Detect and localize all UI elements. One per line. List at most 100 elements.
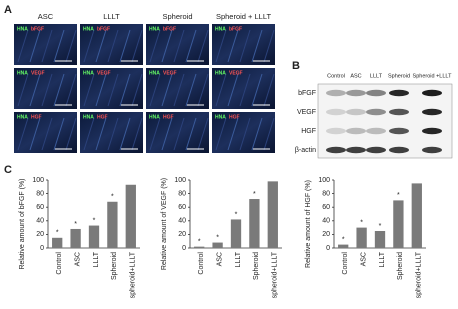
x-tick-label: Spheroid bbox=[111, 252, 118, 280]
panel-label: A bbox=[4, 4, 12, 16]
micrograph bbox=[212, 68, 275, 109]
blot-band bbox=[366, 89, 386, 97]
x-tick-label: ASC bbox=[216, 252, 223, 266]
micrograph bbox=[80, 68, 143, 109]
x-tick-label: LLLT bbox=[235, 251, 242, 267]
stain-label: HNA bbox=[215, 114, 226, 120]
blot-row-label: HGF bbox=[301, 128, 316, 135]
blot-band bbox=[366, 127, 386, 135]
stain-label: HNA bbox=[149, 70, 160, 76]
tissue-fiber bbox=[95, 73, 107, 107]
tissue-fiber bbox=[263, 117, 275, 151]
micrograph bbox=[146, 112, 209, 153]
tissue-fiber bbox=[119, 29, 131, 63]
y-tick-label: 20 bbox=[322, 231, 330, 238]
tissue-fiber bbox=[173, 29, 185, 63]
marker-label: bFGF bbox=[31, 26, 44, 32]
y-tick-label: 20 bbox=[178, 231, 186, 238]
blot-band bbox=[346, 89, 366, 97]
micrograph bbox=[80, 112, 143, 153]
blot-band bbox=[389, 146, 409, 154]
tissue-fiber bbox=[149, 29, 161, 63]
blot-band bbox=[422, 108, 442, 116]
significance-mark: * bbox=[379, 223, 382, 230]
bar bbox=[125, 184, 136, 248]
blot-band bbox=[346, 108, 366, 116]
tissue-fiber bbox=[197, 73, 209, 107]
tissue-fiber bbox=[263, 73, 275, 107]
significance-mark: * bbox=[198, 238, 201, 245]
micrograph bbox=[14, 68, 77, 109]
blot-row-label: β-actin bbox=[295, 147, 316, 154]
y-tick-label: 100 bbox=[318, 177, 330, 184]
bar bbox=[374, 231, 386, 248]
tissue-fiber bbox=[41, 73, 53, 107]
panel-label: C bbox=[4, 164, 12, 176]
tissue-fiber bbox=[83, 73, 95, 107]
x-tick-label: Control bbox=[198, 252, 205, 275]
tissue-fiber bbox=[41, 117, 53, 151]
y-axis-label: Relative amount of HGF (%) bbox=[305, 180, 312, 268]
bar bbox=[70, 228, 81, 248]
micrograph bbox=[146, 24, 209, 65]
y-tick-label: 60 bbox=[36, 204, 44, 211]
x-tick-label: ASC bbox=[360, 252, 367, 266]
tissue-fiber bbox=[95, 29, 107, 63]
marker-label: bFGF bbox=[229, 26, 242, 32]
significance-mark: * bbox=[74, 221, 77, 228]
bar bbox=[212, 242, 223, 248]
panel-label: B bbox=[292, 60, 300, 72]
tissue-fiber bbox=[239, 117, 251, 151]
tissue-fiber bbox=[251, 29, 263, 63]
x-tick-label: Spheroid bbox=[253, 252, 260, 280]
blot-row-label: bFGF bbox=[298, 90, 316, 97]
blot-band bbox=[389, 108, 409, 116]
stain-label: HNA bbox=[17, 114, 28, 120]
blot-band bbox=[389, 89, 409, 97]
tissue-fiber bbox=[53, 29, 65, 63]
bar bbox=[356, 227, 367, 248]
bar bbox=[88, 225, 100, 248]
blot-band bbox=[422, 127, 442, 135]
tissue-fiber bbox=[131, 29, 143, 63]
stain-label: HNA bbox=[149, 114, 160, 120]
blot-band bbox=[366, 108, 386, 116]
tissue-fiber bbox=[185, 117, 197, 151]
tissue-fiber bbox=[149, 117, 161, 151]
tissue-fiber bbox=[263, 29, 275, 63]
tissue-fiber bbox=[29, 117, 41, 151]
bar bbox=[393, 200, 404, 248]
blot-band bbox=[326, 89, 346, 97]
blot-band bbox=[366, 146, 386, 154]
stain-label: HNA bbox=[83, 70, 94, 76]
tissue-fiber bbox=[95, 117, 107, 151]
marker-label: VEGF bbox=[31, 70, 45, 76]
tissue-fiber bbox=[53, 73, 65, 107]
tissue-fiber bbox=[107, 117, 119, 151]
bar bbox=[230, 219, 242, 248]
blot-row-label: VEGF bbox=[297, 109, 316, 116]
tissue-fiber bbox=[161, 73, 173, 107]
tissue-fiber bbox=[131, 117, 143, 151]
y-tick-label: 100 bbox=[32, 177, 44, 184]
y-tick-label: 40 bbox=[36, 218, 44, 225]
column-header: Spheroid + LLLT bbox=[216, 12, 272, 21]
tissue-fiber bbox=[251, 117, 263, 151]
y-tick-label: 60 bbox=[322, 204, 330, 211]
marker-label: VEGF bbox=[229, 70, 243, 76]
blot-band bbox=[422, 146, 442, 154]
bar bbox=[194, 246, 205, 248]
x-tick-label: LLLT bbox=[93, 251, 100, 267]
tissue-fiber bbox=[29, 73, 41, 107]
tissue-fiber bbox=[173, 73, 185, 107]
tissue-fiber bbox=[17, 29, 29, 63]
stain-label: HNA bbox=[83, 114, 94, 120]
x-tick-label: spheroid+LLLT bbox=[130, 251, 137, 298]
column-header: Spheroid bbox=[162, 12, 192, 21]
y-tick-label: 80 bbox=[322, 190, 330, 197]
bar bbox=[107, 201, 118, 248]
tissue-fiber bbox=[107, 29, 119, 63]
tissue-fiber bbox=[53, 117, 65, 151]
tissue-fiber bbox=[251, 73, 263, 107]
x-tick-label: spheroid+LLLT bbox=[416, 251, 423, 298]
